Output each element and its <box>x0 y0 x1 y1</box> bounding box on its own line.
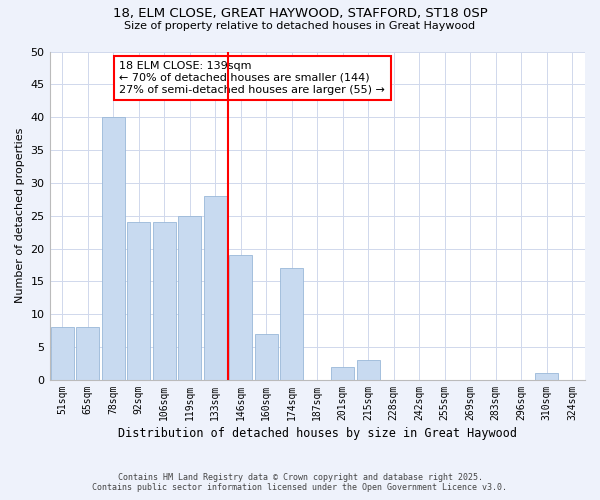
Text: Contains HM Land Registry data © Crown copyright and database right 2025.
Contai: Contains HM Land Registry data © Crown c… <box>92 473 508 492</box>
Bar <box>535 374 558 380</box>
Bar <box>331 367 354 380</box>
Bar <box>229 255 252 380</box>
Text: Size of property relative to detached houses in Great Haywood: Size of property relative to detached ho… <box>124 21 476 31</box>
Bar <box>255 334 278 380</box>
Text: 18, ELM CLOSE, GREAT HAYWOOD, STAFFORD, ST18 0SP: 18, ELM CLOSE, GREAT HAYWOOD, STAFFORD, … <box>113 8 487 20</box>
Bar <box>102 117 125 380</box>
Bar <box>204 196 227 380</box>
Text: 18 ELM CLOSE: 139sqm
← 70% of detached houses are smaller (144)
27% of semi-deta: 18 ELM CLOSE: 139sqm ← 70% of detached h… <box>119 62 385 94</box>
Bar <box>51 328 74 380</box>
Y-axis label: Number of detached properties: Number of detached properties <box>15 128 25 304</box>
Bar <box>280 268 303 380</box>
Bar <box>76 328 99 380</box>
X-axis label: Distribution of detached houses by size in Great Haywood: Distribution of detached houses by size … <box>118 427 517 440</box>
Bar <box>357 360 380 380</box>
Bar <box>153 222 176 380</box>
Bar <box>127 222 150 380</box>
Bar <box>178 216 201 380</box>
